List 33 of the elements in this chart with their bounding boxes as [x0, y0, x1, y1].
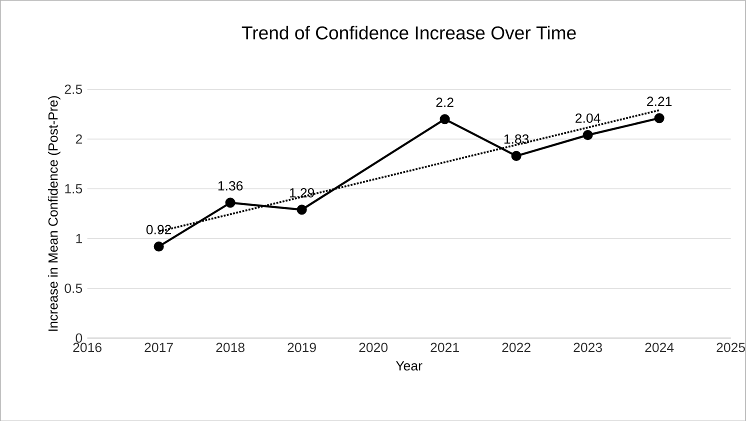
data-label: 2.04 [576, 113, 600, 123]
point [511, 150, 522, 161]
data-label: 2.21 [647, 96, 672, 106]
point [296, 204, 307, 215]
x-tick-label: 2019 [288, 342, 316, 352]
data-label: 1.29 [290, 188, 314, 198]
x-tick-label: 2025 [716, 342, 746, 352]
point [582, 130, 593, 140]
x-tick-label: 2022 [502, 342, 530, 352]
x-tick-label: 2023 [574, 342, 602, 352]
x-tick-label: 2017 [144, 342, 173, 352]
x-axis-title: Year [396, 361, 422, 370]
x-tick-label: 2024 [645, 342, 674, 352]
data-label: 2.2 [436, 97, 454, 107]
data-label: 1.36 [218, 180, 243, 190]
y-axis-title: Increase in Mean Confidence (Post-Pre) [48, 96, 60, 331]
x-tick-label: 2021 [430, 342, 459, 352]
data-label: 1.83 [504, 134, 529, 144]
y-tick-label: 2 [76, 134, 82, 144]
point [440, 114, 450, 124]
y-tick-label: 1.5 [65, 184, 82, 194]
x-tick-label: 2020 [359, 342, 388, 352]
y-tick-label: 1 [76, 234, 82, 243]
data-label: 0.92 [146, 224, 172, 234]
x-tick-label: 2018 [216, 342, 244, 352]
y-tick-label: 0 [76, 333, 82, 343]
y-tick-label: 2.5 [64, 84, 82, 94]
point [225, 197, 236, 208]
y-tick-label: 0.5 [64, 283, 82, 293]
point [654, 112, 664, 123]
chart-title: Trend of Confidence Increase Over Time [242, 26, 576, 40]
point [154, 241, 164, 252]
x-tick-label: 2016 [73, 342, 102, 352]
